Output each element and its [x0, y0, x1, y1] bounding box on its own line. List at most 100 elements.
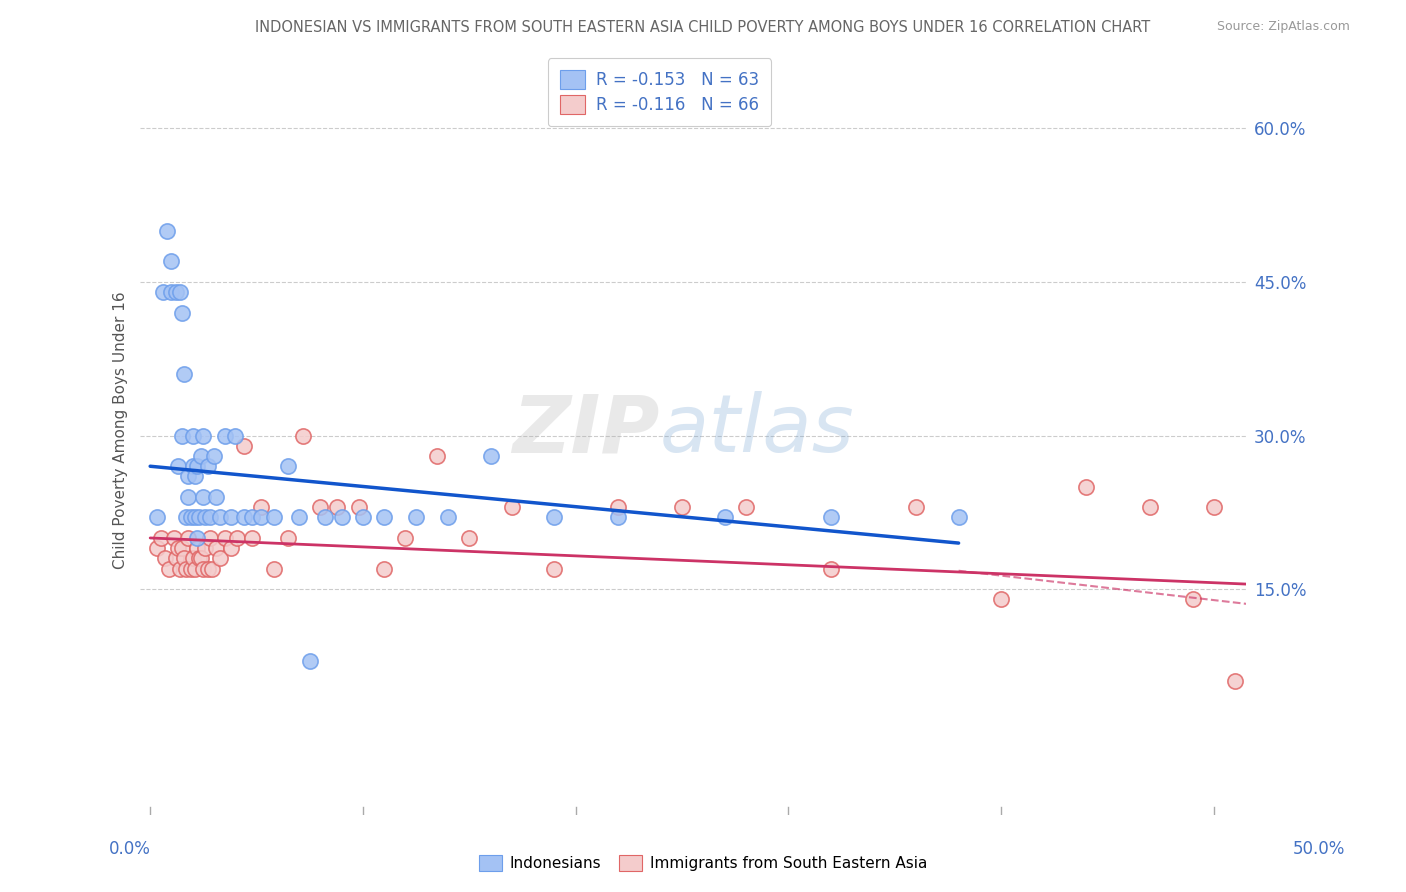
Point	[176, 562, 198, 576]
Point	[394, 531, 416, 545]
Point	[166, 541, 188, 556]
Point	[240, 531, 263, 545]
Point	[193, 428, 215, 442]
Text: 0.0%: 0.0%	[108, 840, 150, 858]
Point	[198, 531, 221, 545]
Point	[224, 428, 246, 442]
Point	[240, 510, 263, 524]
Point	[177, 490, 200, 504]
Point	[543, 510, 565, 524]
Point	[145, 541, 167, 556]
Point	[181, 428, 204, 442]
Point	[249, 500, 271, 515]
Point	[181, 551, 204, 566]
Point	[173, 551, 195, 566]
Point	[165, 551, 187, 566]
Point	[820, 510, 842, 524]
Point	[152, 285, 174, 299]
Point	[202, 449, 225, 463]
Point	[173, 367, 195, 381]
Point	[172, 541, 194, 556]
Point	[214, 531, 236, 545]
Point	[232, 439, 254, 453]
Point	[232, 510, 254, 524]
Legend: R = -0.153   N = 63, R = -0.116   N = 66: R = -0.153 N = 63, R = -0.116 N = 66	[548, 58, 770, 126]
Point	[298, 654, 321, 668]
Point	[172, 305, 194, 319]
Point	[188, 510, 211, 524]
Point	[277, 459, 299, 474]
Point	[184, 469, 207, 483]
Point	[607, 500, 630, 515]
Text: INDONESIAN VS IMMIGRANTS FROM SOUTH EASTERN ASIA CHILD POVERTY AMONG BOYS UNDER : INDONESIAN VS IMMIGRANTS FROM SOUTH EAST…	[256, 20, 1150, 35]
Point	[169, 285, 191, 299]
Point	[160, 254, 183, 268]
Point	[186, 531, 208, 545]
Point	[194, 510, 217, 524]
Point	[820, 562, 842, 576]
Point	[607, 510, 630, 524]
Point	[277, 531, 299, 545]
Point	[249, 510, 271, 524]
Point	[172, 428, 194, 442]
Point	[1202, 500, 1225, 515]
Point	[501, 500, 523, 515]
Point	[184, 510, 207, 524]
Point	[314, 510, 336, 524]
Point	[209, 510, 232, 524]
Point	[214, 428, 236, 442]
Point	[373, 562, 395, 576]
Point	[194, 541, 217, 556]
Point	[330, 510, 353, 524]
Point	[209, 551, 232, 566]
Point	[405, 510, 427, 524]
Point	[166, 459, 188, 474]
Point	[190, 551, 212, 566]
Point	[169, 562, 191, 576]
Point	[713, 510, 735, 524]
Point	[190, 449, 212, 463]
Point	[426, 449, 449, 463]
Point	[180, 510, 202, 524]
Point	[186, 541, 208, 556]
Point	[671, 500, 693, 515]
Text: ZIP: ZIP	[512, 392, 659, 469]
Point	[181, 459, 204, 474]
Point	[197, 562, 219, 576]
Point	[479, 449, 502, 463]
Point	[263, 562, 285, 576]
Point	[193, 562, 215, 576]
Point	[288, 510, 311, 524]
Point	[309, 500, 332, 515]
Point	[193, 490, 215, 504]
Point	[201, 562, 224, 576]
Point	[186, 459, 208, 474]
Point	[205, 541, 228, 556]
Point	[188, 551, 211, 566]
Point	[437, 510, 460, 524]
Point	[165, 285, 187, 299]
Point	[160, 285, 183, 299]
Point	[352, 510, 374, 524]
Point	[734, 500, 756, 515]
Point	[326, 500, 349, 515]
Point	[1267, 613, 1289, 627]
Point	[263, 510, 285, 524]
Point	[177, 531, 200, 545]
Point	[1139, 500, 1161, 515]
Point	[156, 224, 179, 238]
Point	[226, 531, 249, 545]
Point	[990, 592, 1012, 607]
Point	[153, 551, 176, 566]
Point	[219, 541, 242, 556]
Point	[197, 459, 219, 474]
Point	[347, 500, 370, 515]
Point	[176, 510, 198, 524]
Point	[162, 531, 184, 545]
Point	[543, 562, 565, 576]
Text: atlas: atlas	[659, 392, 855, 469]
Point	[1181, 592, 1204, 607]
Point	[905, 500, 928, 515]
Point	[948, 510, 970, 524]
Point	[145, 510, 167, 524]
